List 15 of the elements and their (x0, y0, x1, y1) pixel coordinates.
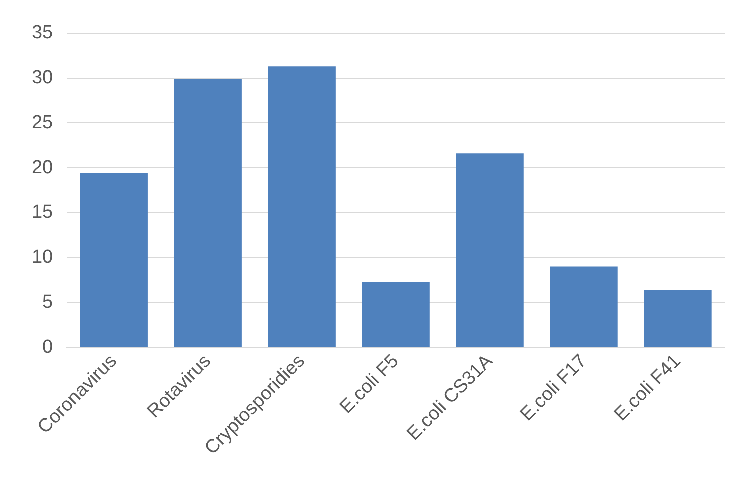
y-tick-label: 15 (32, 202, 54, 224)
bar (550, 266, 618, 348)
bar (174, 79, 242, 348)
y-tick-label: 0 (42, 336, 54, 358)
y-tick-label: 10 (32, 247, 54, 268)
bar (362, 282, 430, 348)
y-tick-label: 30 (32, 68, 54, 89)
y-tick-label: 5 (42, 292, 54, 313)
y-tick-label: 35 (32, 22, 54, 44)
bar (456, 154, 524, 348)
bar (268, 66, 336, 348)
bar (644, 290, 712, 348)
y-tick-label: 25 (32, 112, 54, 134)
bar (80, 173, 148, 348)
y-tick-label: 20 (32, 157, 54, 178)
